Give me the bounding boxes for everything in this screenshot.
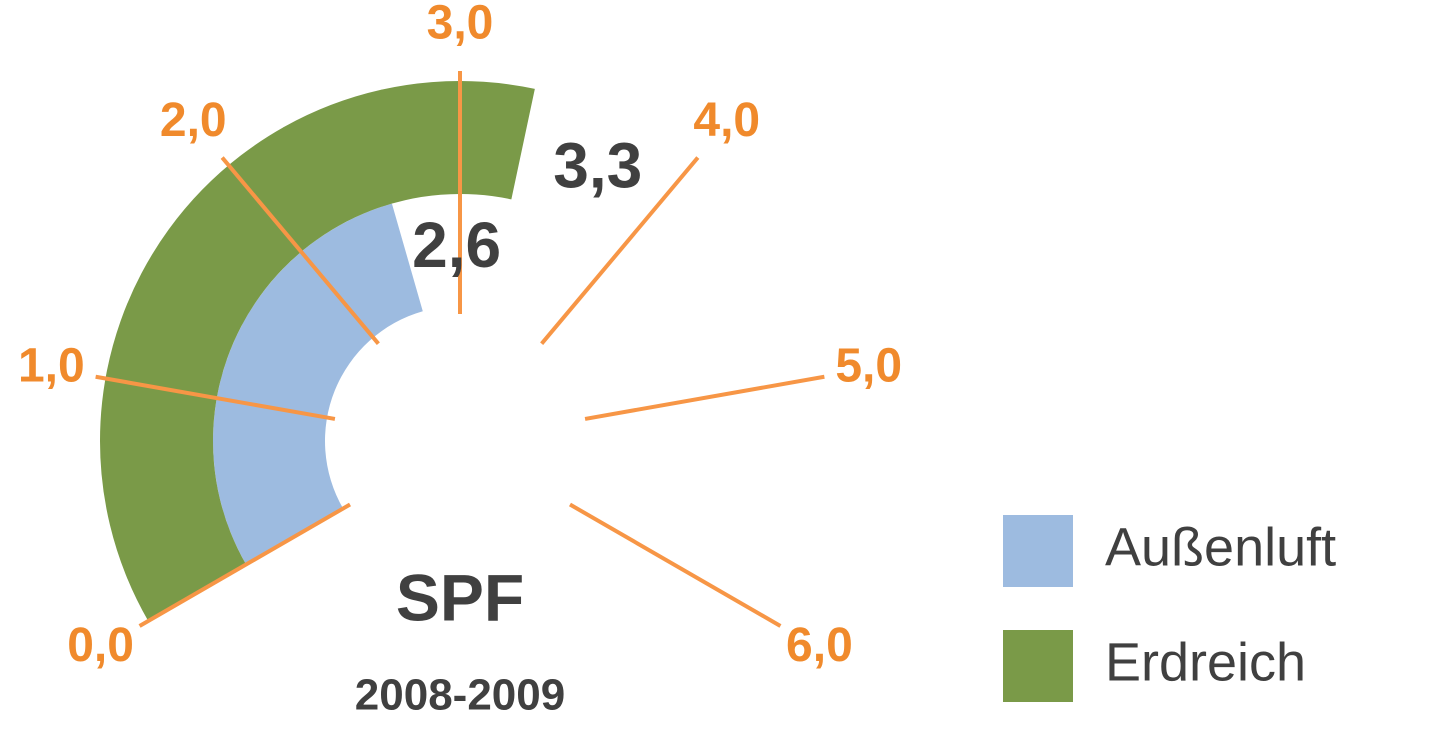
- tick-line: [540, 156, 700, 345]
- legend-label: Außenluft: [1105, 517, 1336, 577]
- tick-label: 6,0: [786, 619, 853, 672]
- chart-subtitle: 2008-2009: [355, 671, 565, 720]
- tick-line: [220, 156, 380, 345]
- tick-label: 2,0: [160, 94, 227, 147]
- gauge-band: [99, 80, 535, 621]
- tick-line: [584, 374, 825, 421]
- tick-label: 1,0: [18, 340, 85, 393]
- legend-swatch: [1003, 630, 1073, 702]
- tick-label: 4,0: [693, 94, 760, 147]
- tick-line: [95, 374, 336, 421]
- tick-line: [568, 502, 782, 628]
- tick-label: 0,0: [67, 619, 134, 672]
- chart-title: SPF: [396, 560, 524, 634]
- value-label: 2,6: [412, 209, 501, 281]
- value-label: 3,3: [553, 129, 642, 201]
- gauge-band: [212, 203, 423, 565]
- tick-label: 3,0: [427, 0, 494, 50]
- legend-label: Erdreich: [1105, 632, 1306, 692]
- tick-line: [138, 502, 352, 628]
- tick-label: 5,0: [835, 340, 902, 393]
- legend-swatch: [1003, 515, 1073, 587]
